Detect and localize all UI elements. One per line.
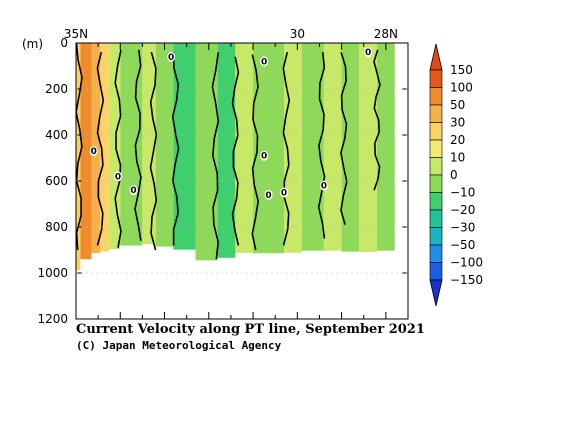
y-axis: 0 200 400 600 800 1000 1200 bbox=[37, 36, 408, 326]
zero-label-bg bbox=[264, 189, 273, 200]
zero-contour-label: 0 bbox=[130, 186, 136, 196]
zero-contour-label: 0 bbox=[281, 189, 287, 199]
velocity-band bbox=[235, 43, 254, 253]
x-tick-label: 35N bbox=[64, 27, 88, 41]
zero-contour-line bbox=[96, 52, 105, 246]
zero-label-bg bbox=[280, 187, 289, 198]
credit-text: (C) Japan Meteorological Agency bbox=[76, 339, 282, 352]
velocity-band bbox=[323, 43, 342, 251]
velocity-band bbox=[253, 43, 285, 254]
velocity-band bbox=[173, 43, 196, 250]
colorbar-label: −100 bbox=[450, 256, 483, 270]
zero-contour-line bbox=[251, 54, 260, 251]
colorbar-bottom-arrow bbox=[429, 279, 443, 307]
x-tick-label: 28N bbox=[374, 27, 398, 41]
velocity-band bbox=[377, 43, 395, 251]
zero-contour-line bbox=[231, 56, 240, 246]
colorbar-label: −30 bbox=[450, 221, 475, 235]
zero-label-bg bbox=[319, 180, 328, 191]
velocity-band bbox=[80, 43, 92, 260]
colorbar-segment bbox=[429, 157, 443, 176]
zero-contour-label: 0 bbox=[365, 48, 371, 58]
colorbar-label: 20 bbox=[450, 133, 465, 147]
zero-contour-line bbox=[340, 51, 348, 225]
velocity-band bbox=[217, 43, 236, 258]
zero-label-bg bbox=[364, 47, 373, 58]
colorbar-segment bbox=[429, 174, 443, 193]
zero-label-bg bbox=[167, 51, 176, 62]
velocity-band bbox=[341, 43, 360, 252]
y-tick-label: 1200 bbox=[37, 312, 68, 326]
zero-contour-line bbox=[211, 52, 220, 260]
zero-contour-line bbox=[114, 49, 122, 248]
colorbar-segment bbox=[429, 262, 443, 281]
velocity-field bbox=[76, 43, 395, 270]
colorbar-label: −50 bbox=[450, 238, 475, 252]
colorbar-segment bbox=[429, 122, 443, 141]
colorbar-label: 100 bbox=[450, 81, 473, 95]
zero-contour-line bbox=[149, 51, 158, 251]
velocity-band bbox=[76, 43, 81, 270]
zero-contour-label: 0 bbox=[91, 147, 97, 157]
zero-contour-label: 0 bbox=[115, 172, 121, 182]
colorbar-label: −150 bbox=[450, 273, 483, 287]
colorbar-label: 0 bbox=[450, 168, 458, 182]
zero-label-bg bbox=[260, 150, 269, 161]
velocity-band bbox=[155, 43, 174, 247]
y-tick-label: 800 bbox=[45, 220, 68, 234]
colorbar-segment bbox=[429, 69, 443, 88]
chart-title: Current Velocity along PT line, Septembe… bbox=[76, 322, 425, 337]
zero-label-bg bbox=[260, 56, 269, 67]
colorbar-segment bbox=[429, 87, 443, 106]
colorbar-label: 50 bbox=[450, 98, 465, 112]
y-tick-label: 1000 bbox=[37, 266, 68, 280]
y-axis-unit-label: (m) bbox=[22, 37, 43, 51]
y-tick-label: 0 bbox=[60, 36, 68, 50]
y-tick-label: 400 bbox=[45, 128, 68, 142]
zero-label-bg bbox=[129, 185, 138, 196]
colorbar-label: −10 bbox=[450, 186, 475, 200]
zero-contour-label: 0 bbox=[265, 191, 271, 201]
colorbar-label: 30 bbox=[450, 116, 465, 130]
zero-contour-line bbox=[317, 52, 326, 239]
colorbar-top-arrow bbox=[429, 43, 443, 71]
colorbar-segment bbox=[429, 192, 443, 211]
colorbar-label: −20 bbox=[450, 203, 475, 217]
zero-label-bg bbox=[114, 171, 123, 182]
colorbar-segment bbox=[429, 104, 443, 123]
y-tick-label: 600 bbox=[45, 174, 68, 188]
zero-contour-label: 0 bbox=[168, 53, 174, 63]
x-tick-label: 30 bbox=[290, 27, 305, 41]
velocity-band bbox=[120, 43, 143, 246]
zero-label-bg bbox=[89, 146, 98, 157]
zero-contour-label: 0 bbox=[261, 57, 267, 67]
colorbar-segment bbox=[429, 139, 443, 158]
velocity-band bbox=[359, 43, 378, 252]
zero-contour-line bbox=[282, 52, 291, 246]
velocity-band bbox=[100, 43, 110, 252]
colorbar-label: 10 bbox=[450, 151, 465, 165]
zero-contour-label: 0 bbox=[321, 182, 327, 192]
x-axis: 35N 30 28N bbox=[64, 27, 409, 319]
colorbar-segment bbox=[429, 209, 443, 228]
zero-contour-line bbox=[171, 52, 180, 246]
velocity-band bbox=[301, 43, 324, 251]
colorbar-segment bbox=[429, 244, 443, 263]
zero-contour-line bbox=[373, 49, 381, 191]
y-tick-label: 200 bbox=[45, 82, 68, 96]
zero-contour-label: 0 bbox=[261, 152, 267, 162]
zero-contour-line bbox=[76, 43, 83, 251]
zero-contour-line bbox=[134, 49, 142, 241]
velocity-band bbox=[142, 43, 156, 245]
velocity-band bbox=[195, 43, 218, 261]
velocity-band bbox=[109, 43, 121, 250]
colorbar-segment bbox=[429, 227, 443, 246]
colorbar-label: 150 bbox=[450, 63, 473, 77]
